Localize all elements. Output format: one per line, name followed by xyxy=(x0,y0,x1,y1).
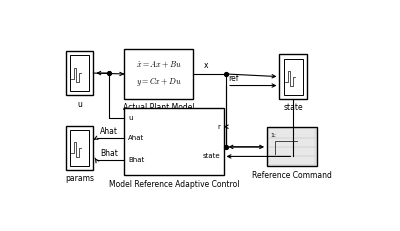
Text: $y = Cx + Du$: $y = Cx + Du$ xyxy=(136,75,181,88)
Bar xyxy=(70,55,89,91)
Text: Bhat: Bhat xyxy=(100,149,118,158)
Bar xyxy=(124,49,192,99)
Bar xyxy=(66,126,94,170)
Text: ref: ref xyxy=(229,74,239,83)
Text: Ahat: Ahat xyxy=(100,127,118,136)
Text: state: state xyxy=(202,153,220,159)
Text: x: x xyxy=(204,61,208,70)
Text: state: state xyxy=(284,103,303,112)
Text: r: r xyxy=(217,124,220,130)
Bar xyxy=(70,130,89,166)
Text: params: params xyxy=(65,174,94,183)
Text: Bhat: Bhat xyxy=(128,158,144,164)
Bar xyxy=(279,54,307,99)
Text: Reference Command: Reference Command xyxy=(252,171,332,180)
Text: Model Reference Adaptive Control: Model Reference Adaptive Control xyxy=(109,180,239,189)
Bar xyxy=(267,127,317,167)
Bar xyxy=(284,59,303,95)
Text: u: u xyxy=(128,115,133,121)
Bar xyxy=(270,129,314,165)
Text: $\dot{x} = Ax + Bu$: $\dot{x} = Ax + Bu$ xyxy=(136,60,182,70)
Bar xyxy=(124,108,224,175)
Text: Ahat: Ahat xyxy=(128,135,144,141)
Text: 1:: 1: xyxy=(271,134,277,138)
Text: Actual Plant Model: Actual Plant Model xyxy=(123,103,194,112)
Text: u: u xyxy=(77,100,82,109)
Bar xyxy=(66,51,94,95)
